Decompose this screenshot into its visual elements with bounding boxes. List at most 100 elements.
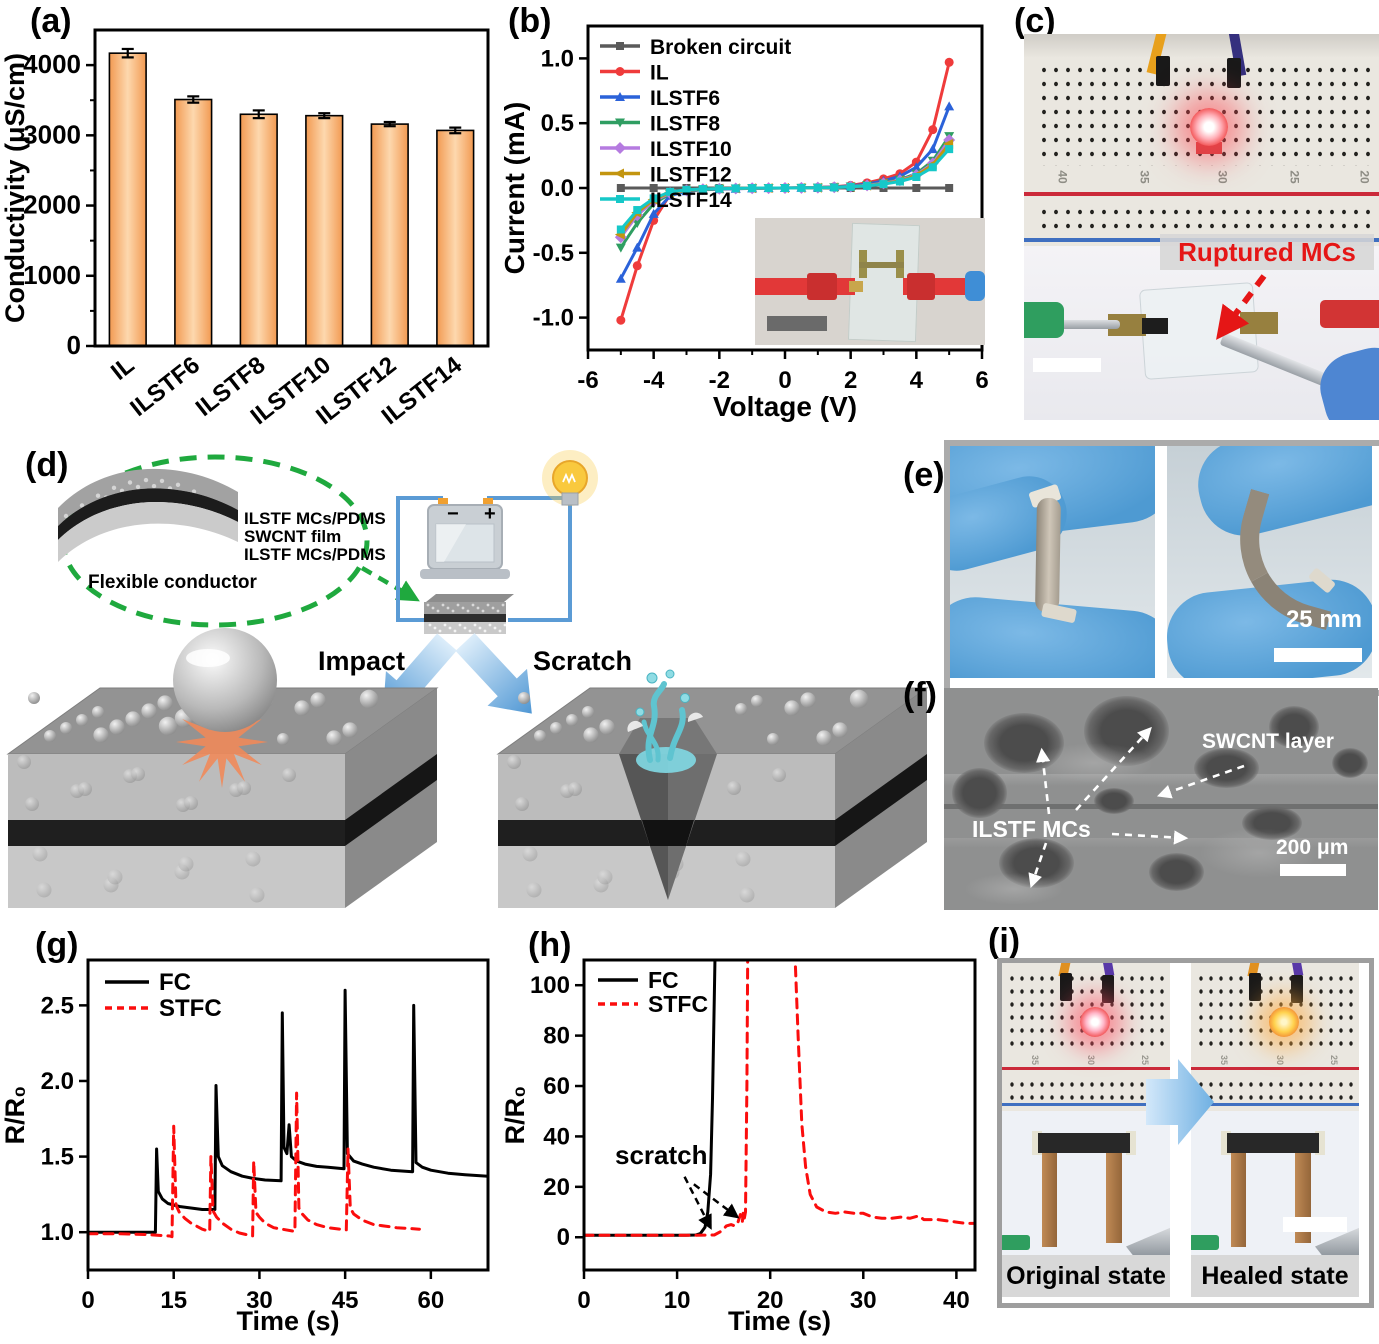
panel-e: (e) 25 mm — [900, 430, 1379, 696]
red-clip-left — [755, 278, 855, 295]
panel-e-label: (e) — [903, 456, 945, 494]
battery-stand — [420, 569, 510, 579]
sem-arrow-overlay — [1028, 726, 1245, 889]
microcapsule-sphere — [534, 730, 546, 742]
svg-text:ILSTF6: ILSTF6 — [125, 351, 205, 422]
bulb-base — [561, 492, 579, 506]
microcapsule-sphere — [784, 700, 800, 716]
microcapsule-sphere — [178, 856, 194, 872]
microcapsule-sphere — [249, 887, 265, 903]
copper-strip — [1106, 1153, 1122, 1243]
panel-i: (i) 35 30 25 — [985, 920, 1379, 1344]
sem-crater — [1094, 788, 1134, 814]
scratch-slab — [496, 669, 929, 908]
svg-text:-0.5: -0.5 — [533, 240, 574, 267]
red-clip-left-grip — [807, 273, 837, 300]
battery-plus-sign: + — [484, 503, 496, 525]
ilstf-mcs-label: ILSTF MCs — [972, 816, 1091, 842]
ellipse-to-device-arrow — [360, 566, 420, 602]
bending-photo-bent: 25 mm — [1167, 446, 1372, 678]
svg-text:FC: FC — [648, 967, 679, 993]
microcapsule-sphere — [832, 722, 848, 738]
panel-h-label: (h) — [528, 926, 572, 964]
svg-text:ILSTF12: ILSTF12 — [650, 164, 732, 187]
svg-text:2000: 2000 — [23, 190, 81, 220]
healed-state-photo: 35 30 25 — [1191, 963, 1359, 1255]
green-clip-tip — [1002, 1235, 1030, 1250]
red-clip — [1320, 300, 1379, 328]
microcapsule-sphere — [76, 714, 88, 726]
svg-text:100: 100 — [530, 972, 570, 999]
sem-crater — [984, 713, 1064, 773]
brass-tip-left — [849, 281, 863, 292]
sem-crater — [1084, 696, 1169, 766]
svg-text:Broken circuit: Broken circuit — [650, 36, 791, 59]
panel-h: (h) 0 10 20 30 40 0 20 40 60 80 100 Time (s) R/R₀ FC S… — [500, 920, 985, 1344]
panel-f: (f) SWCNT layer ILSTF MCs 200 μm — [900, 676, 1379, 924]
sem-crater — [1269, 706, 1319, 748]
microcapsule-sphere — [767, 733, 779, 745]
strip-speckles — [426, 603, 507, 633]
panel-d: (d) ILSTF MCs/PDMS SWCNT film ILSTF MCs/… — [0, 430, 940, 920]
microcapsule-sphere — [735, 703, 747, 715]
strip-top-layer — [424, 602, 506, 614]
svg-text:60: 60 — [418, 1287, 445, 1314]
microcapsule-sphere — [310, 692, 326, 708]
microcapsule-sphere — [92, 706, 104, 718]
svg-text:-1.0: -1.0 — [533, 305, 574, 332]
svg-text:40: 40 — [943, 1287, 970, 1314]
bending-photos-frame: 25 mm — [944, 440, 1379, 696]
svg-text:1.5: 1.5 — [41, 1144, 74, 1171]
panel-b: (b) -6 -4 -2 0 2 4 6 -1.0 -0.5 0.0 0.5 1.0 Voltage (… — [499, 0, 1000, 430]
gold-contact-right — [1240, 312, 1278, 334]
svg-text:1.0: 1.0 — [541, 45, 574, 72]
strip-top-face — [426, 594, 514, 602]
microcapsule-sphere — [326, 730, 342, 746]
microcapsule-sphere — [245, 851, 261, 867]
microcapsule-sphere — [125, 711, 141, 727]
svg-text:0: 0 — [557, 1224, 570, 1251]
battery-terminal-pos — [483, 498, 493, 506]
svg-text:R/R₀: R/R₀ — [500, 1086, 530, 1145]
svg-text:0: 0 — [67, 330, 81, 360]
healing-agent-splash — [627, 669, 703, 773]
bottom-mcs-pdms-layer — [58, 502, 238, 562]
svg-text:2.5: 2.5 — [41, 992, 74, 1019]
original-state-photo: 35 30 25 — [1002, 963, 1170, 1255]
svg-text:2.0: 2.0 — [41, 1068, 74, 1095]
microcapsule-sphere — [849, 689, 869, 709]
scratch-label: Scratch — [533, 646, 632, 676]
panel-a: (a) 0 1000 2000 3000 4000 Conductivity (μS/cm… — [0, 0, 500, 430]
microcapsule-sphere — [109, 719, 125, 735]
svg-text:1000: 1000 — [23, 260, 81, 290]
microcapsule-sphere — [32, 846, 48, 862]
healed-state-caption: Healed state — [1191, 1255, 1359, 1297]
microcapsule-sphere — [583, 727, 599, 743]
svg-text:ILSTF14: ILSTF14 — [650, 189, 732, 212]
scale-bar — [1274, 648, 1362, 662]
schematic-diagram: ILSTF MCs/PDMS SWCNT film ILSTF MCs/PDMS… — [6, 450, 929, 908]
microcapsule-sphere — [727, 781, 741, 795]
gold-contact-left — [1108, 314, 1146, 336]
probe-rod-left — [1052, 320, 1120, 329]
microcapsule-sphere — [237, 781, 251, 795]
microcapsule-sphere — [158, 716, 178, 736]
red-led-glowing — [1190, 108, 1228, 146]
original-state-caption: Original state — [1002, 1255, 1170, 1297]
svg-text:0.0: 0.0 — [541, 175, 574, 202]
svg-text:10: 10 — [664, 1287, 691, 1314]
microcapsule-sphere — [568, 782, 582, 796]
microcapsule-sphere — [597, 869, 613, 885]
panel-g-label: (g) — [35, 926, 79, 964]
svg-text:-6: -6 — [577, 367, 598, 394]
panel-a-label: (a) — [30, 2, 72, 40]
microcapsule-sphere — [184, 796, 198, 810]
microcapsule-sphere — [751, 695, 763, 707]
svg-text:FC: FC — [159, 969, 191, 996]
sem-crater — [1194, 748, 1259, 788]
microcapsule-sphere — [566, 714, 578, 726]
microcapsule-sphere — [735, 851, 751, 867]
svg-text:4000: 4000 — [23, 49, 81, 79]
